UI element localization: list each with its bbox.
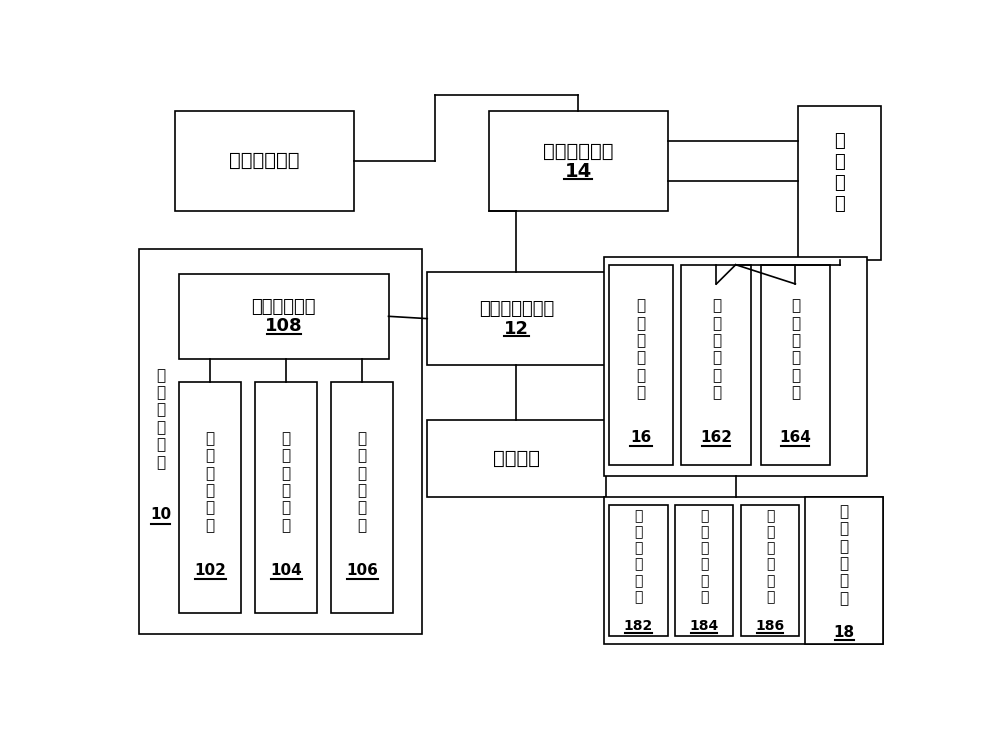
Text: 104: 104 bbox=[270, 563, 302, 578]
Bar bbox=[489, 111, 668, 211]
Text: 162: 162 bbox=[700, 430, 732, 446]
Text: 临
近
传
感
单
元: 临 近 传 感 单 元 bbox=[206, 431, 215, 533]
Bar bbox=[741, 505, 799, 636]
Text: 状
态
感
应
单
元: 状 态 感 应 单 元 bbox=[282, 431, 291, 533]
Text: 反
馈
耦
合
模
块: 反 馈 耦 合 模 块 bbox=[637, 299, 646, 400]
Text: 106: 106 bbox=[346, 563, 378, 578]
Bar bbox=[427, 273, 606, 365]
Bar bbox=[331, 382, 393, 613]
Text: 匹
配
比
较
模
块: 匹 配 比 较 模 块 bbox=[840, 504, 849, 606]
Text: 天
线
单
元: 天 线 单 元 bbox=[834, 132, 845, 212]
Text: 直
接
比
较
单
元: 直 接 比 较 单 元 bbox=[634, 509, 643, 604]
Text: 应用检测单元: 应用检测单元 bbox=[252, 298, 316, 316]
Text: 匹配可调模块: 匹配可调模块 bbox=[543, 142, 614, 161]
Text: 用
户
交
互
单
元: 用 户 交 互 单 元 bbox=[358, 431, 367, 533]
Text: 186: 186 bbox=[756, 619, 785, 633]
Text: 射频前端模块: 射频前端模块 bbox=[229, 152, 300, 170]
Text: 102: 102 bbox=[194, 563, 226, 578]
Text: 14: 14 bbox=[565, 162, 592, 181]
Bar bbox=[255, 382, 317, 613]
Text: 匹
配
优
化
单
元: 匹 配 优 化 单 元 bbox=[766, 509, 774, 604]
Bar bbox=[604, 257, 867, 476]
Bar bbox=[805, 497, 883, 643]
Bar bbox=[609, 265, 673, 465]
Bar bbox=[179, 274, 388, 359]
Text: 应
用
检
测
模
块: 应 用 检 测 模 块 bbox=[156, 368, 165, 470]
Bar bbox=[675, 505, 733, 636]
Text: 12: 12 bbox=[504, 319, 529, 337]
Bar bbox=[609, 505, 668, 636]
Text: 基带芯片: 基带芯片 bbox=[493, 450, 540, 468]
Text: 10: 10 bbox=[150, 507, 171, 522]
Text: 直
接
采
样
单
元: 直 接 采 样 单 元 bbox=[712, 299, 721, 400]
Text: 16: 16 bbox=[631, 430, 652, 446]
Bar bbox=[179, 382, 241, 613]
Bar bbox=[604, 497, 883, 643]
Bar bbox=[427, 421, 606, 497]
Text: 164: 164 bbox=[779, 430, 811, 446]
Text: 间
接
采
样
单
元: 间 接 采 样 单 元 bbox=[791, 299, 800, 400]
Bar bbox=[139, 250, 422, 635]
Text: 自适应控制模块: 自适应控制模块 bbox=[479, 300, 554, 319]
Bar bbox=[798, 106, 881, 260]
Text: 18: 18 bbox=[834, 625, 855, 640]
Bar bbox=[681, 265, 751, 465]
Text: 间
接
比
较
单
元: 间 接 比 较 单 元 bbox=[700, 509, 708, 604]
Text: 182: 182 bbox=[624, 619, 653, 633]
Text: 108: 108 bbox=[265, 317, 303, 335]
Text: 184: 184 bbox=[690, 619, 719, 633]
Bar bbox=[761, 265, 830, 465]
Bar bbox=[175, 111, 354, 211]
